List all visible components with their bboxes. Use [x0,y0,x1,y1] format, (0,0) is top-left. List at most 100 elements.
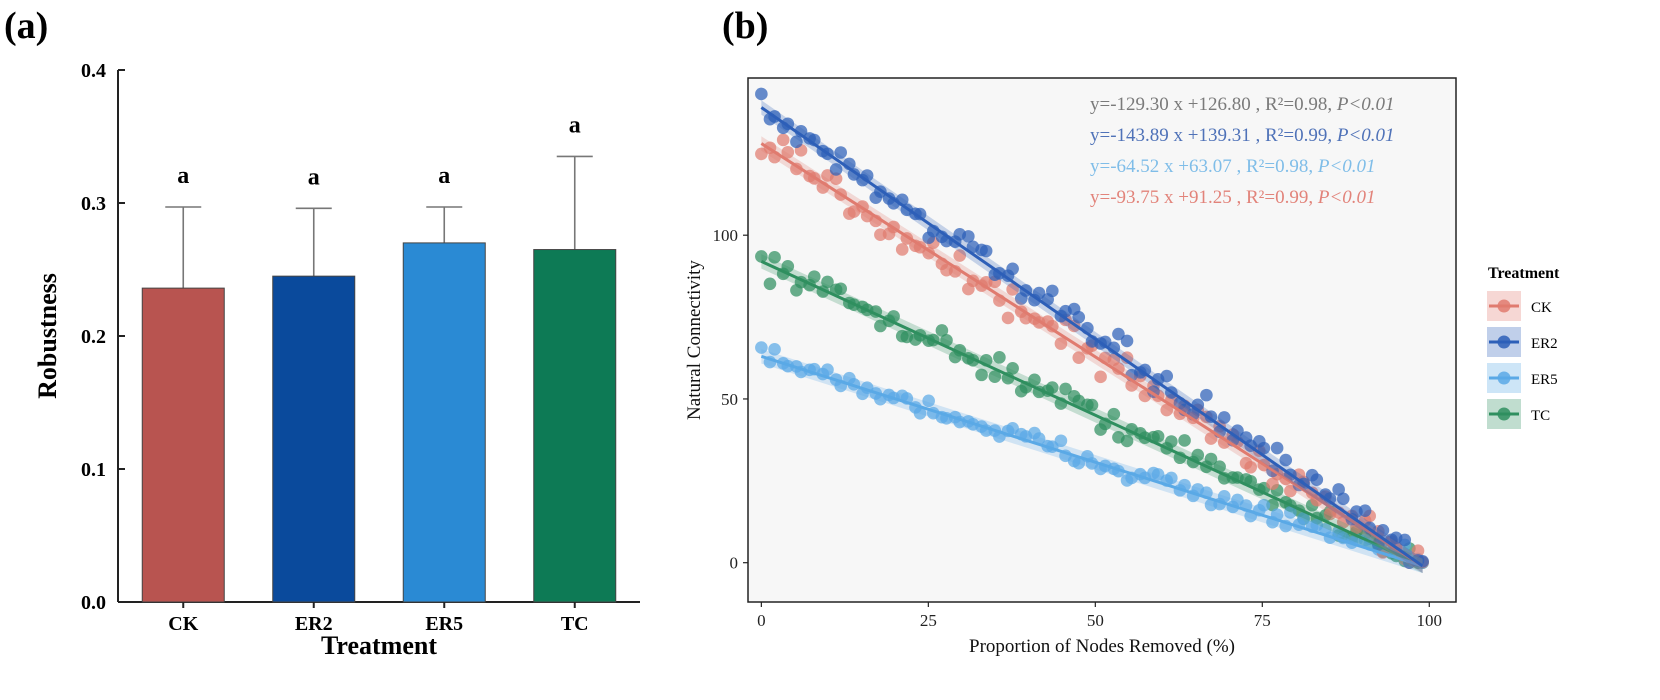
data-point-er2 [962,230,975,243]
data-point-er2 [755,87,768,101]
data-point-tc [1006,362,1019,375]
x-tick-label: 100 [1417,611,1443,630]
legend-label: ER2 [1531,336,1558,352]
data-point-er5 [1165,471,1178,485]
data-point-er2 [1310,473,1324,486]
data-point-ck [1266,477,1279,491]
y-tick-label: 0.1 [81,459,106,481]
equation-p-value: P<0.01 [1317,156,1376,177]
equation-text: y=-64.52 x +63.07 , R²=0.98, [1090,156,1318,177]
bar-ck [141,287,225,603]
y-tick-label: 50 [721,390,738,409]
data-point-tc [1028,373,1041,387]
data-point-tc [807,270,821,283]
panel-a-label: (a) [4,5,48,47]
data-point-tc [975,368,988,382]
x-axis-title: Proportion of Nodes Removed (%) [969,636,1235,657]
significance-letter: a [308,164,320,190]
data-point-tc [821,275,834,289]
data-point-ck [1006,283,1019,296]
legend-title: Treatment [1488,265,1560,282]
panel-b-label: (b) [722,5,768,47]
data-point-tc [1059,382,1072,396]
bar-tc [533,249,617,603]
significance-letter: a [438,163,450,189]
data-point-er2 [790,135,803,149]
equation-text: y=-129.30 x +126.80 , R²=0.98, [1090,94,1337,115]
data-point-er2 [1138,363,1152,377]
data-point-tc [1107,407,1121,421]
data-point-ck [895,243,909,256]
data-point-tc [988,370,1002,383]
scatter-chart-natural-connectivity: 0 25 50 75 100 0 50 100 Proportion of Nodes Remo… [684,77,1560,657]
legend-label: TC [1531,408,1550,424]
equation-p-value: P<0.01 [1336,94,1395,115]
data-point-er2 [979,244,993,258]
legend-key-point [1497,371,1511,385]
data-point-er2 [1323,492,1337,505]
y-tick-label: 0.3 [81,193,106,215]
data-point-tc [993,351,1006,364]
data-point-ck [1204,432,1218,445]
data-point-tc [1120,434,1134,448]
data-point-tc [1085,398,1099,412]
data-point-er2 [913,207,927,221]
data-point-ck [1160,403,1174,417]
equation-p-value: P<0.01 [1317,187,1376,208]
y-tick-label: 0 [730,554,739,573]
data-point-er5 [755,341,768,354]
equation-p-value: P<0.01 [1336,125,1395,146]
regression-equation: y=-64.52 x +63.07 , R²=0.98, P<0.01 [1090,156,1376,177]
bar-chart-robustness: 0.0 0.1 0.2 0.3 0.4 a CK a ER2 a ER5 a TC Treatment Ro… [33,60,640,660]
x-tick-label: 75 [1254,611,1271,630]
data-point-tc [768,251,781,264]
data-point-er2 [1120,334,1134,348]
data-point-er2 [1217,411,1231,424]
legend-label: ER5 [1531,372,1558,388]
data-point-er2 [1398,533,1412,547]
data-point-tc [1178,434,1191,447]
data-point-ck [1094,370,1107,384]
regression-equation: y=-143.89 x +139.31 , R²=0.99, P<0.01 [1090,125,1395,146]
x-tick-label: 25 [920,611,937,630]
data-point-ck [1244,460,1257,474]
regression-line-er5 [760,354,1424,568]
data-point-er2 [1332,483,1345,496]
data-point-er2 [834,146,848,159]
data-point-er2 [1112,327,1125,341]
x-tick-label: 0 [757,611,766,630]
data-point-er5 [768,343,781,356]
data-point-ck [1001,311,1015,325]
y-axis-title: Natural Connectivity [684,260,705,420]
data-point-er5 [821,363,834,377]
y-tick-label: 100 [713,226,739,245]
regression-line-er2 [760,106,1424,568]
regression-equation: y=-129.30 x +126.80 , R²=0.98, P<0.01 [1090,94,1395,115]
data-point-er2 [1279,453,1293,467]
data-point-tc [1046,381,1059,394]
legend-key-point [1497,335,1511,349]
equation-text: y=-143.89 x +139.31 , R²=0.99, [1090,125,1337,146]
data-point-er5 [1257,498,1271,512]
data-point-tc [935,324,949,337]
data-point-er2 [1257,441,1271,455]
data-point-er2 [1270,441,1284,455]
significance-letter: a [569,112,581,138]
data-point-tc [1191,448,1205,462]
data-point-ck [781,145,795,159]
data-point-er5 [1217,490,1231,503]
bar-er2 [272,275,356,603]
data-point-ck [953,249,967,262]
data-point-ck [1112,362,1125,375]
data-point-er2 [1376,523,1390,537]
equation-text: y=-93.75 x +91.25 , R²=0.99, [1090,187,1318,208]
significance-letter: a [177,163,189,189]
data-point-er2 [1200,388,1213,402]
data-point-er2 [1336,492,1350,506]
x-axis-title: Treatment [321,631,437,660]
y-axis-title: Robustness [33,273,62,399]
legend: Treatment CK ER2 ER5 TC [1487,265,1560,429]
data-point-ck [790,162,803,176]
y-tick-label: 0.2 [81,326,106,348]
data-point-tc [834,282,848,296]
